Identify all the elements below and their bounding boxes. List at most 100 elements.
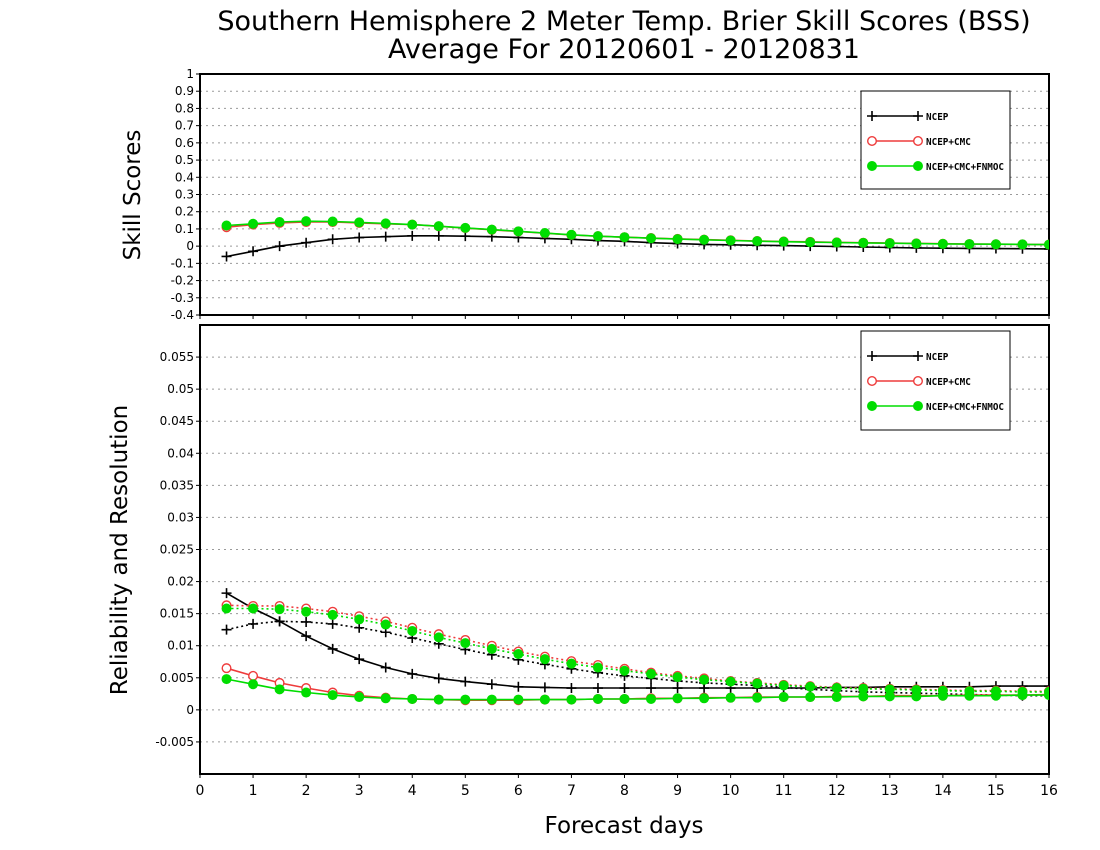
- data-point: [513, 694, 524, 705]
- data-point: [566, 683, 577, 694]
- data-point: [725, 235, 736, 246]
- x-tick-label: 2: [302, 783, 311, 799]
- chart-title-line2: Average For 20120601 - 20120831: [388, 34, 860, 65]
- data-point: [407, 625, 418, 636]
- data-point: [619, 693, 630, 704]
- data-point: [725, 692, 736, 703]
- data-point: [619, 232, 630, 243]
- data-point: [354, 692, 365, 703]
- data-point: [354, 217, 365, 228]
- data-point: [592, 693, 603, 704]
- data-point: [805, 692, 816, 703]
- y-tick-label: 0.6: [175, 136, 194, 150]
- data-point: [1017, 239, 1028, 250]
- data-point: [221, 220, 232, 231]
- y-tick-label: 0.055: [160, 350, 194, 364]
- data-point: [221, 663, 232, 674]
- data-point: [913, 161, 923, 171]
- data-point: [1044, 686, 1049, 697]
- data-point: [990, 686, 1001, 697]
- y-tick-label: 0.5: [175, 153, 194, 167]
- data-point: [778, 692, 789, 703]
- y-tick-label: 0.9: [175, 84, 194, 98]
- y-tick-label: -0.2: [171, 274, 194, 288]
- data-point: [805, 681, 816, 692]
- data-point: [301, 237, 312, 248]
- data-point: [433, 673, 444, 684]
- data-point: [805, 237, 816, 248]
- data-point: [513, 681, 524, 692]
- data-point: [274, 604, 285, 615]
- y-tick-label: 0.015: [160, 607, 194, 621]
- chart-panels: -0.4 -0.3 -0.2 -0.1 0 0.1 0.2 0.3 0.4 0.5 0.6 0.7 0.…: [107, 67, 1058, 799]
- data-point: [990, 239, 1001, 250]
- data-point: [327, 234, 338, 245]
- legend-label: NCEP+CMC+FNMOC: [926, 162, 1004, 173]
- y-tick-label: 0.7: [175, 119, 194, 133]
- data-point: [539, 682, 550, 693]
- data-point: [1044, 243, 1049, 254]
- data-point: [831, 683, 842, 694]
- data-point: [867, 401, 877, 411]
- data-point: [354, 614, 365, 625]
- data-point: [1017, 686, 1028, 697]
- data-point: [911, 238, 922, 249]
- data-point: [433, 694, 444, 705]
- y-tick-label: 0.005: [160, 671, 194, 685]
- data-point: [513, 226, 524, 237]
- data-point: [913, 135, 924, 146]
- y-axis-label: Skill Scores: [120, 130, 146, 261]
- y-tick-label: -0.005: [155, 735, 194, 749]
- data-point: [301, 616, 312, 627]
- data-point: [539, 694, 550, 705]
- data-point: [460, 694, 471, 705]
- y-tick-label: 0.04: [167, 446, 194, 460]
- data-point: [867, 135, 878, 146]
- x-tick-label: 10: [722, 783, 740, 799]
- data-point: [513, 649, 524, 660]
- data-point: [937, 685, 948, 696]
- y-tick-label: 0.4: [175, 170, 194, 184]
- data-point: [867, 351, 877, 361]
- data-point: [274, 217, 285, 228]
- y-tick-label: 0.3: [175, 188, 194, 202]
- data-point: [460, 222, 471, 233]
- y-tick-label: 0.05: [167, 382, 194, 396]
- data-point: [913, 351, 923, 361]
- x-tick-label: 8: [620, 783, 629, 799]
- data-point: [301, 687, 312, 698]
- data-point: [752, 692, 763, 703]
- y-tick-label: 0.025: [160, 543, 194, 557]
- x-tick-label: 3: [355, 783, 364, 799]
- x-tick-label: 15: [987, 783, 1005, 799]
- data-point: [867, 376, 878, 387]
- x-tick-label: 4: [408, 783, 417, 799]
- data-point: [407, 219, 418, 230]
- data-point: [460, 676, 471, 687]
- data-point: [699, 234, 710, 245]
- data-point: [646, 693, 657, 704]
- data-point: [407, 668, 418, 679]
- y-tick-label: 0.03: [167, 510, 194, 524]
- x-tick-label: 14: [934, 783, 952, 799]
- legend-label: NCEP+CMC+FNMOC: [926, 402, 1004, 413]
- legend-label: NCEP: [926, 112, 948, 123]
- x-tick-label: 0: [196, 783, 205, 799]
- data-point: [592, 683, 603, 694]
- data-point: [539, 654, 550, 665]
- data-point: [672, 234, 683, 245]
- data-point: [964, 686, 975, 697]
- data-point: [248, 618, 259, 629]
- data-point: [831, 692, 842, 703]
- data-point: [354, 654, 365, 665]
- data-point: [327, 618, 338, 629]
- data-point: [867, 111, 877, 121]
- data-point: [913, 401, 923, 411]
- data-point: [380, 619, 391, 630]
- series-ncep-cmc-fnmoc-reliability: [221, 603, 1049, 697]
- data-point: [646, 233, 657, 244]
- x-tick-label: 7: [567, 783, 576, 799]
- data-point: [937, 238, 948, 249]
- y-tick-label: 0.1: [175, 222, 194, 236]
